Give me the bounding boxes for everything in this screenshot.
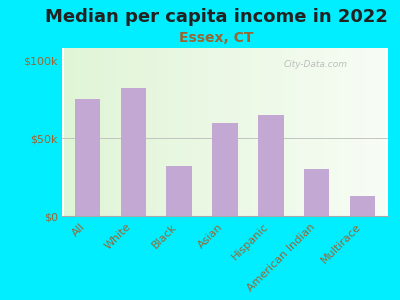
Bar: [120, 88, 146, 216]
Bar: [258, 115, 284, 216]
Text: Essex, CT: Essex, CT: [179, 32, 253, 46]
Bar: [304, 169, 330, 216]
Text: City-Data.com: City-Data.com: [284, 60, 348, 69]
Bar: [166, 166, 192, 216]
Text: Median per capita income in 2022: Median per capita income in 2022: [44, 8, 388, 26]
Bar: [350, 196, 375, 216]
Bar: [212, 123, 238, 216]
Bar: [75, 99, 100, 216]
